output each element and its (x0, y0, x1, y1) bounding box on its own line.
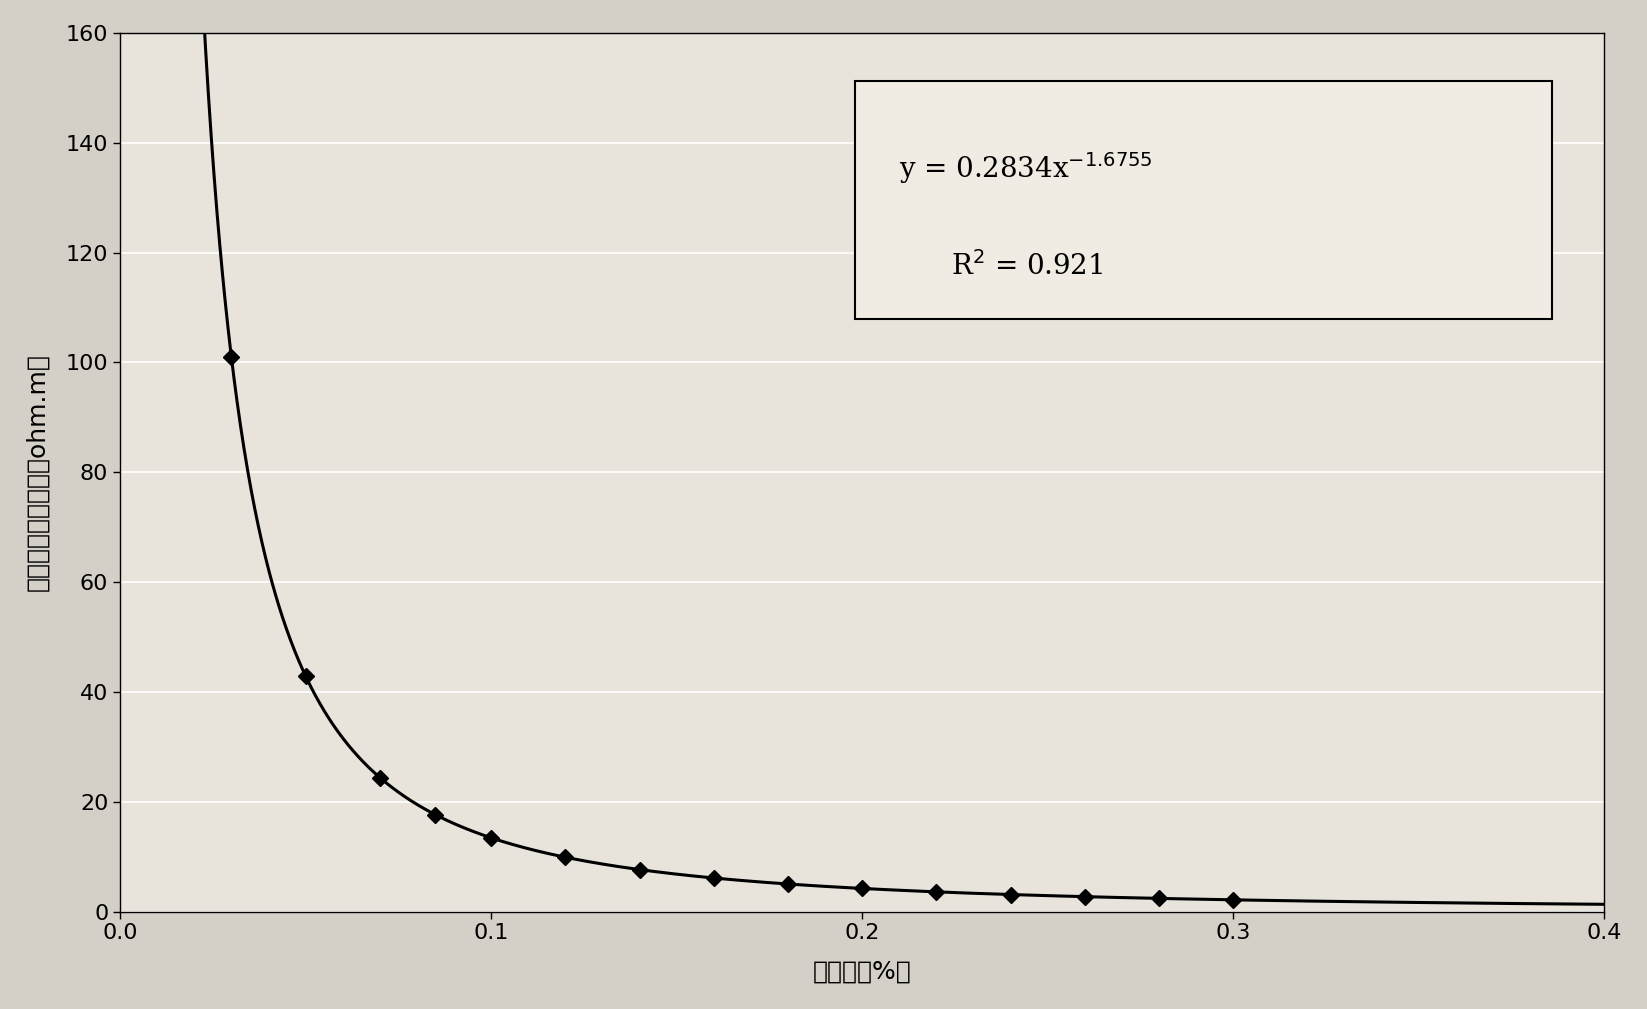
Text: R$^2$ = 0.921: R$^2$ = 0.921 (952, 250, 1103, 281)
FancyBboxPatch shape (855, 82, 1553, 319)
X-axis label: 孔隙度（%）: 孔隙度（%） (814, 960, 911, 984)
Text: y = 0.2834x$^{-1.6755}$: y = 0.2834x$^{-1.6755}$ (899, 150, 1153, 186)
Y-axis label: 气层电阴率下限值（ohm.m）: 气层电阴率下限值（ohm.m） (25, 353, 49, 591)
